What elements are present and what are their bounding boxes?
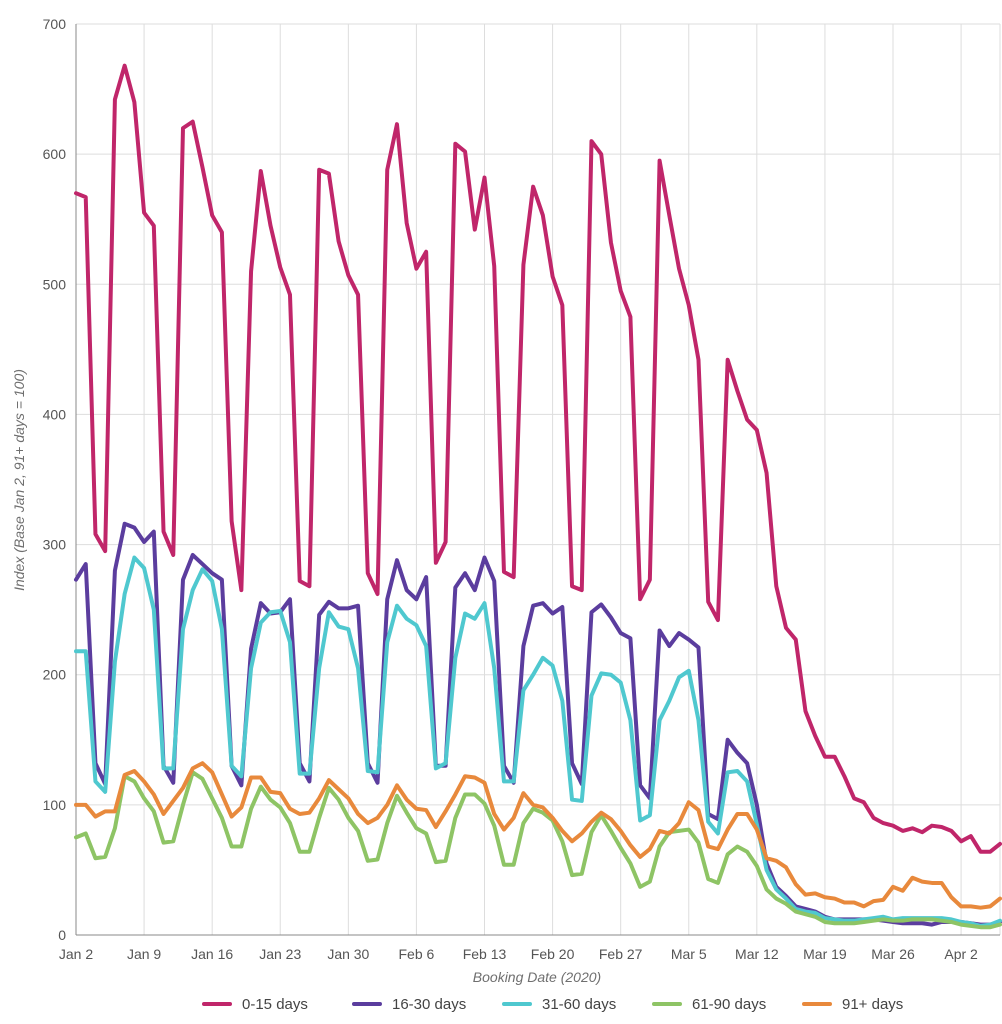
x-tick-label: Apr 2 <box>944 946 978 962</box>
axes: 0 100 200 300 400 500 600 700 Jan 2 Jan 9 Jan 16 Ja… <box>43 16 1000 962</box>
y-tick-label: 600 <box>43 146 67 162</box>
x-tick-label: Mar 5 <box>671 946 707 962</box>
x-tick-label: Jan 23 <box>259 946 301 962</box>
legend-item: 91+ days <box>802 996 903 1013</box>
series-line-61-90-days <box>74 770 1002 930</box>
legend: 0-15 days 16-30 days 31-60 days 61-90 days 9… <box>202 996 903 1013</box>
x-tick-label: Feb 27 <box>599 946 643 962</box>
y-axis-title: Index (Base Jan 2, 91+ days = 100) <box>11 369 27 591</box>
y-tick-label: 100 <box>43 797 67 813</box>
series-lines <box>74 63 1002 930</box>
y-tick-label: 700 <box>43 16 67 32</box>
legend-label: 0-15 days <box>242 996 308 1013</box>
legend-label: 91+ days <box>842 996 903 1013</box>
legend-item: 61-90 days <box>652 996 766 1013</box>
x-tick-label: Mar 12 <box>735 946 779 962</box>
series-line-91-days <box>74 761 1002 910</box>
legend-label: 31-60 days <box>542 996 616 1013</box>
y-tick-label: 400 <box>43 406 67 422</box>
y-tick-label: 0 <box>58 927 66 943</box>
legend-label: 61-90 days <box>692 996 766 1013</box>
series-line-0-15-days <box>74 63 1002 854</box>
x-axis-title: Booking Date (2020) <box>473 969 601 985</box>
legend-item: 16-30 days <box>352 996 466 1013</box>
x-tick-label: Mar 19 <box>803 946 847 962</box>
y-tick-label: 200 <box>43 667 67 683</box>
series-line-31-60-days <box>74 555 1002 928</box>
legend-label: 16-30 days <box>392 996 466 1013</box>
x-tick-label: Jan 9 <box>127 946 161 962</box>
y-tick-label: 300 <box>43 537 67 553</box>
y-tick-label: 500 <box>43 276 67 292</box>
x-tick-label: Jan 2 <box>59 946 93 962</box>
legend-item: 0-15 days <box>202 996 308 1013</box>
legend-item: 31-60 days <box>502 996 616 1013</box>
x-tick-label: Mar 26 <box>871 946 915 962</box>
x-tick-label: Feb 20 <box>531 946 575 962</box>
x-tick-label: Jan 30 <box>327 946 369 962</box>
x-tick-label: Feb 13 <box>463 946 507 962</box>
x-tick-label: Jan 16 <box>191 946 233 962</box>
x-tick-label: Feb 6 <box>399 946 435 962</box>
grid <box>75 23 1001 935</box>
